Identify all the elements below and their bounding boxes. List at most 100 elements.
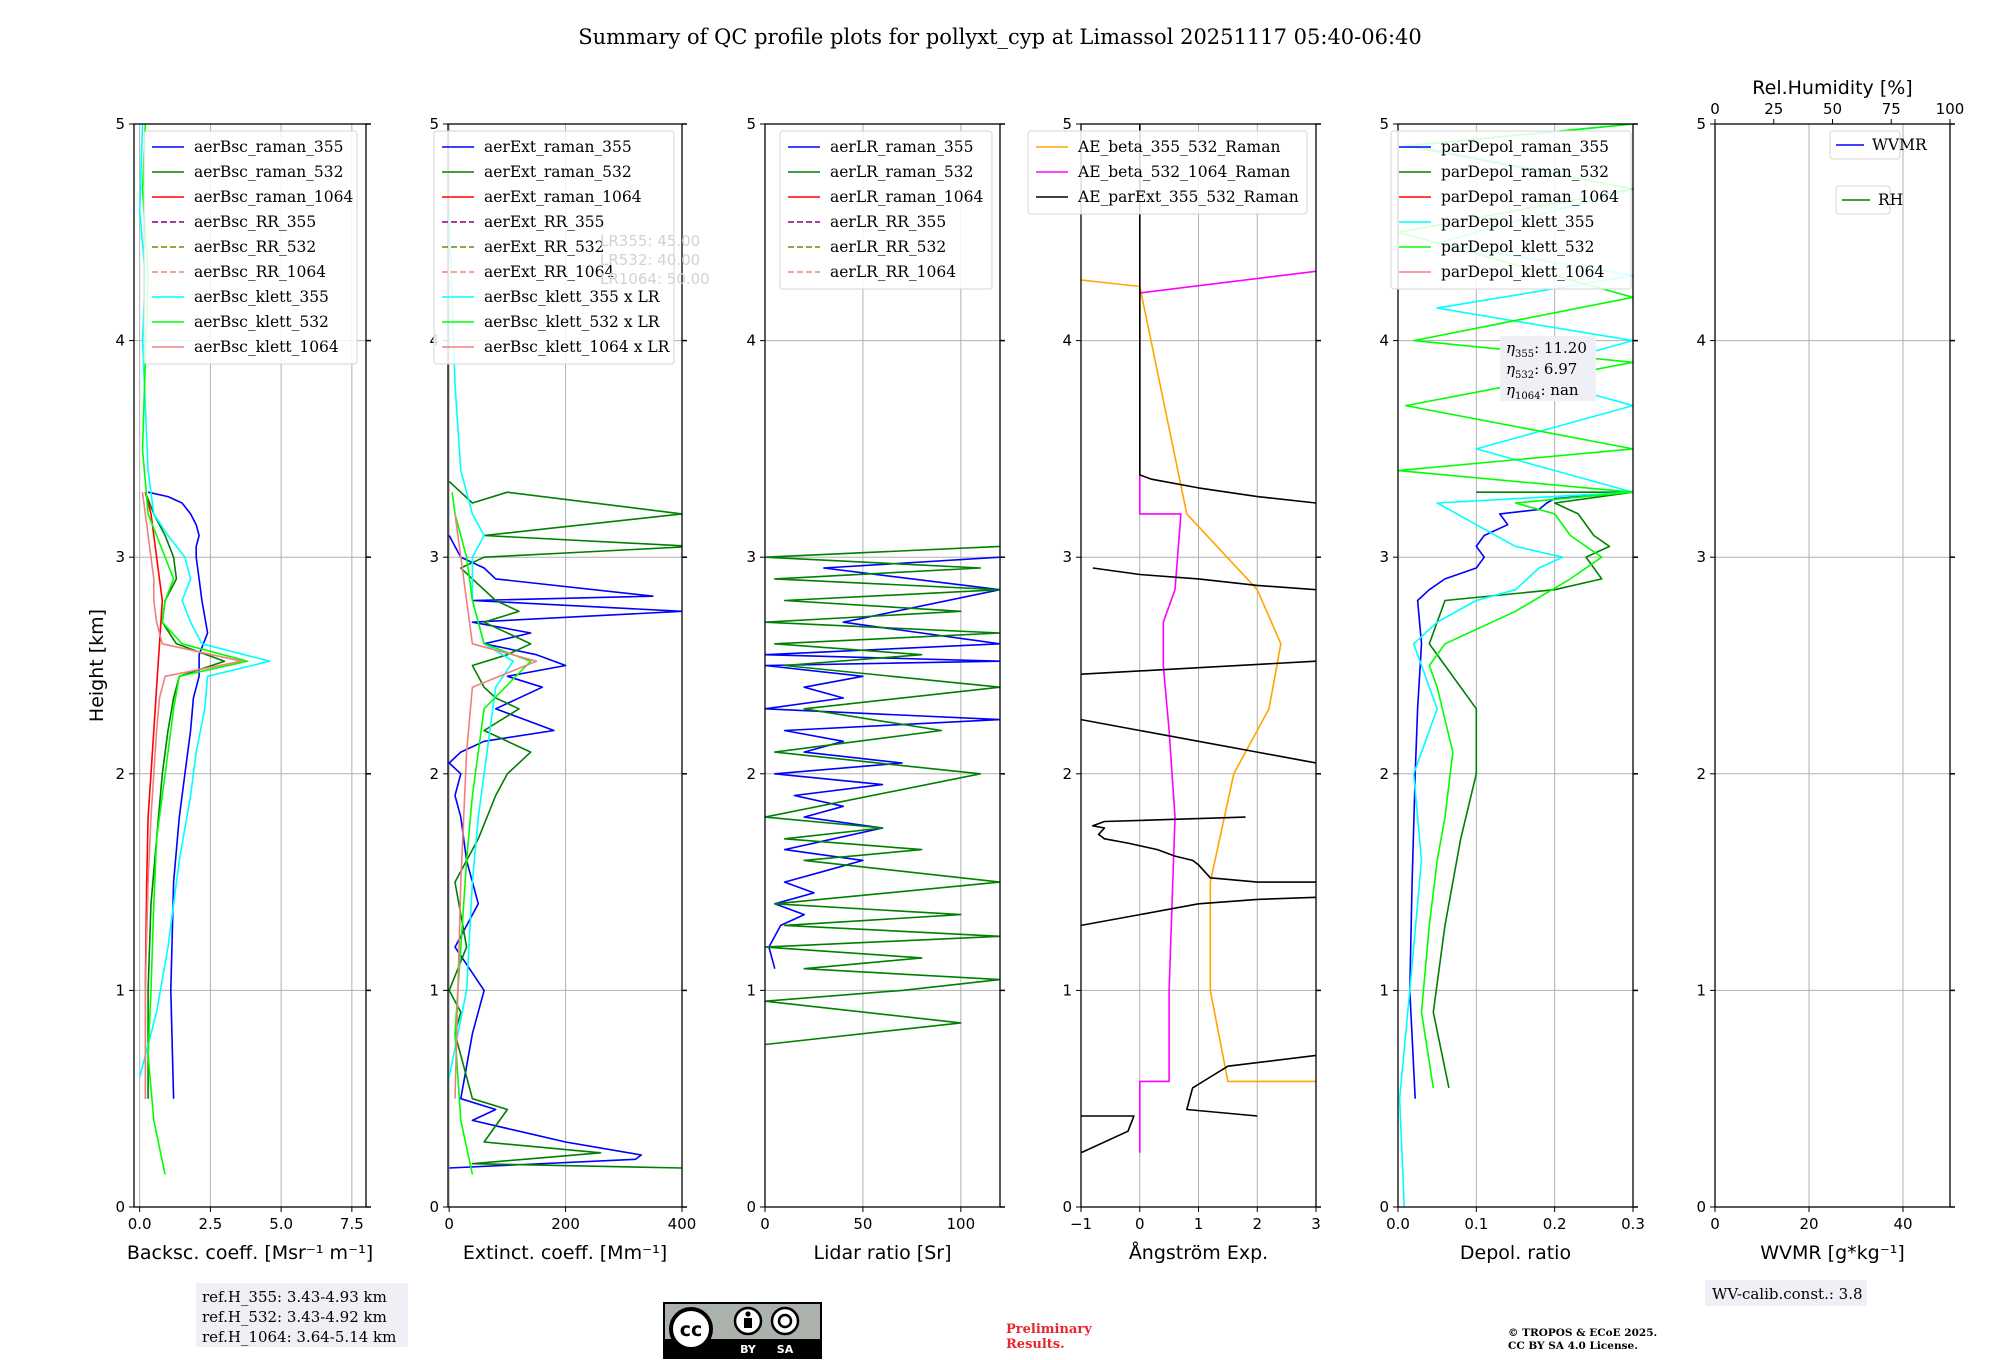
x-tick-label: 1 bbox=[1194, 1215, 1204, 1233]
series-line-AE_parExt_355_532_Raman_h bbox=[1139, 124, 1316, 504]
legend-label: aerBsc_RR_355 bbox=[194, 213, 316, 231]
legend-label: aerExt_RR_1064 bbox=[484, 263, 615, 281]
x-tick-label: −1 bbox=[1070, 1215, 1092, 1233]
legend-depol: parDepol_raman_355 parDepol_raman_532 parD… bbox=[1390, 130, 1632, 290]
x-axis-label: WVMR [g*kg⁻¹] bbox=[1760, 1242, 1905, 1264]
y-tick-label: 3 bbox=[746, 548, 756, 566]
legend-box bbox=[1027, 130, 1308, 215]
series-group-ext bbox=[448, 210, 682, 1175]
legend-label: AE_beta_532_1064_Raman bbox=[1077, 163, 1290, 181]
cc-sa-text: SA bbox=[777, 1343, 794, 1356]
series-line-AE_parExt_355_532_Raman_b bbox=[1186, 1054, 1316, 1117]
legend-wvmr: WVMR RH bbox=[1829, 130, 1928, 215]
x-tick-label: 0.0 bbox=[1386, 1215, 1410, 1233]
legend-label: aerBsc_RR_1064 bbox=[194, 263, 326, 281]
y-tick-label: 1 bbox=[115, 981, 125, 999]
legend-box bbox=[433, 130, 675, 365]
series-group-bsc bbox=[138, 124, 271, 1175]
legend-label: aerExt_RR_355 bbox=[484, 213, 605, 231]
x-tick-label: 20 bbox=[1799, 1215, 1818, 1233]
legend-label: parDepol_klett_1064 bbox=[1441, 263, 1604, 281]
legend-label: parDepol_raman_532 bbox=[1441, 163, 1609, 181]
y-tick-label: 5 bbox=[115, 115, 125, 133]
y-tick-label: 1 bbox=[429, 981, 439, 999]
x-tick-label: 2 bbox=[1252, 1215, 1262, 1233]
lr-note: LR532: 40.00 bbox=[600, 251, 700, 269]
x-axis-label: Backsc. coeff. [Msr⁻¹ m⁻¹] bbox=[127, 1242, 373, 1264]
legend-label: aerLR_raman_1064 bbox=[830, 188, 983, 206]
x-tick-label: 0 bbox=[760, 1215, 770, 1233]
eta-1064: η1064: nan bbox=[1506, 381, 1579, 402]
series-line-AE_parExt_355_532_Raman_e bbox=[1081, 718, 1316, 764]
y-tick-label: 4 bbox=[746, 332, 756, 350]
top-x-axis-label: Rel.Humidity [%] bbox=[1752, 77, 1912, 99]
axes-frame bbox=[447, 123, 683, 1208]
axes-frame bbox=[1714, 123, 1951, 1208]
cc-icon bbox=[669, 1307, 713, 1351]
series-line-AE_beta_532_1064_Raman bbox=[1139, 270, 1316, 1153]
x-tick-label: 200 bbox=[551, 1215, 580, 1233]
x-tick-label: 50 bbox=[853, 1215, 872, 1233]
legend-label: aerBsc_klett_1064 bbox=[194, 338, 339, 356]
x-axis-label: Lidar ratio [Sr] bbox=[814, 1242, 952, 1264]
y-tick-label: 4 bbox=[115, 332, 125, 350]
series-line-AE_parExt_355_532_Raman_c bbox=[1081, 896, 1316, 927]
series-group-lr bbox=[765, 545, 1000, 1046]
sa-share-icon bbox=[770, 1306, 800, 1336]
legend-label: AE_beta_355_532_Raman bbox=[1077, 138, 1280, 156]
y-tick-label: 2 bbox=[746, 765, 756, 783]
x-tick-label: 0.3 bbox=[1621, 1215, 1645, 1233]
panel-wvmr: 0 20 40 0 1 2 3 4 5 WVMR [g*kg⁻¹] 0 25 50 75 100 Rel.Hu… bbox=[1696, 77, 1964, 1264]
y-tick-label: 5 bbox=[1062, 115, 1072, 133]
eta-background bbox=[1500, 336, 1596, 401]
legend-label: parDepol_klett_532 bbox=[1441, 238, 1594, 256]
ref-height-1064: ref.H_1064: 3.64-5.14 km bbox=[202, 1328, 396, 1346]
axes-frame bbox=[764, 123, 1001, 1208]
legend-box bbox=[1829, 130, 1901, 160]
series-line-aerBsc_klett_355 bbox=[138, 124, 271, 1078]
axes-frame bbox=[133, 123, 367, 1208]
x-tick-label: 0.0 bbox=[128, 1215, 152, 1233]
y-tick-label: 3 bbox=[429, 548, 439, 566]
legend-label: aerBsc_klett_532 x LR bbox=[484, 313, 661, 331]
series-line-aerExt_raman_532 bbox=[448, 480, 682, 1169]
legend-label: aerBsc_RR_532 bbox=[194, 238, 316, 256]
series-line-aerBsc_raman_532 bbox=[144, 491, 226, 1099]
wv-calib-box: WV-calib.const.: 3.8 bbox=[1705, 1280, 1867, 1306]
panel-depol: 0.0 0.1 0.2 0.3 0 1 2 3 4 5 Depol. ratio parDepol_r… bbox=[1379, 115, 1644, 1264]
preliminary-line1: Preliminary bbox=[1006, 1322, 1092, 1337]
legend-label: aerBsc_klett_532 bbox=[194, 313, 329, 331]
y-tick-label: 0 bbox=[1696, 1198, 1706, 1216]
grid-wvmr bbox=[1714, 123, 1950, 1208]
y-tick-label: 1 bbox=[1062, 981, 1072, 999]
series-line-aerBsc_klett_1064 bbox=[141, 492, 243, 1099]
y-tick-label: 5 bbox=[429, 115, 439, 133]
legend-label: RH bbox=[1878, 191, 1903, 209]
y-tick-label: 5 bbox=[746, 115, 756, 133]
x-tick-label: 0 bbox=[1135, 1215, 1145, 1233]
series-line-AE_beta_355_532_Raman bbox=[1081, 279, 1316, 1083]
y-tick-label: 0 bbox=[1379, 1198, 1389, 1216]
series-line-AE_parExt_355_532_Raman bbox=[1081, 1115, 1135, 1154]
y-tick-label: 0 bbox=[746, 1198, 756, 1216]
series-line-AE_parExt_355_532_Raman_f bbox=[1081, 660, 1316, 675]
preliminary-line2: Results. bbox=[1006, 1337, 1065, 1352]
legend-label: WVMR bbox=[1872, 136, 1928, 154]
x-tick-label: 0 bbox=[444, 1215, 454, 1233]
top-x-tick-label: 100 bbox=[1936, 100, 1965, 118]
y-tick-label: 3 bbox=[1379, 548, 1389, 566]
legend-label: aerLR_RR_355 bbox=[830, 213, 946, 231]
y-tick-label: 3 bbox=[115, 548, 125, 566]
y-tick-label: 5 bbox=[1696, 115, 1706, 133]
svg-text:cc: cc bbox=[680, 1319, 703, 1341]
panel-bsc: 0.0 2.5 5.0 7.5 0 1 2 3 4 5 Backsc. coeff. [Msr⁻¹ … bbox=[86, 115, 373, 1264]
page-title: Summary of QC profile plots for pollyxt_… bbox=[578, 25, 1422, 49]
x-tick-label: 0 bbox=[1710, 1215, 1720, 1233]
lr-note: LR1064: 50.00 bbox=[600, 270, 710, 288]
legend-label: AE_parExt_355_532_Raman bbox=[1077, 188, 1299, 206]
series-line-aerLR_raman_532 bbox=[765, 545, 1000, 1046]
y-tick-label: 5 bbox=[1379, 115, 1389, 133]
legend-label: aerExt_raman_1064 bbox=[484, 188, 642, 206]
series-line-AE_parExt_355_532_Raman_d bbox=[1092, 816, 1316, 883]
series-line-aerBsc_raman_355 bbox=[147, 491, 209, 1099]
